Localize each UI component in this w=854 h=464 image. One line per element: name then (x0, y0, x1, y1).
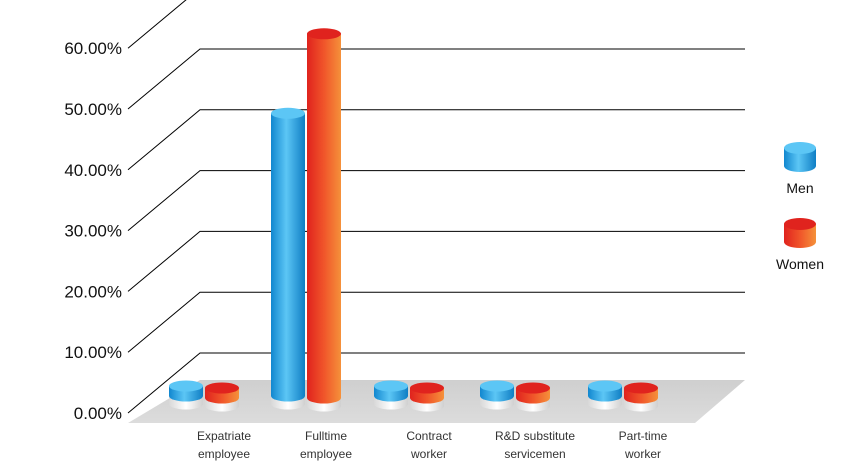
gridline (128, 110, 745, 170)
x-tick-label: Contract worker (406, 429, 452, 461)
x-tick-label: Expatriate employee (197, 429, 251, 461)
legend-item-men: Men (760, 140, 840, 198)
legend-label-women: Women (776, 256, 824, 272)
x-tick-label: R&D substitute servicemen (495, 429, 575, 461)
y-tick-label: 0.00% (74, 404, 122, 423)
y-tick-label: 50.00% (64, 100, 122, 119)
bar-women-top (410, 383, 444, 394)
x-tick-label: Fulltime employee (300, 429, 352, 461)
x-tick-label: Part-time worker (619, 429, 668, 461)
legend-swatch-women (782, 216, 818, 250)
bar-men-top (588, 381, 622, 392)
bar-men-top (374, 381, 408, 392)
gridline (128, 171, 745, 231)
y-tick-label: 40.00% (64, 161, 122, 180)
bar-women-top (307, 28, 341, 39)
gridline (128, 292, 745, 352)
gridline (128, 49, 745, 109)
bar-women (307, 34, 341, 404)
y-tick-label: 20.00% (64, 282, 122, 301)
bar-women-top (624, 383, 658, 394)
y-tick-label: 30.00% (64, 222, 122, 241)
bar-men-top (271, 108, 305, 119)
legend-label-men: Men (786, 180, 813, 196)
bar-men-top (169, 381, 203, 392)
y-tick-label: 10.00% (64, 343, 122, 362)
y-tick-label: 60.00% (64, 39, 122, 58)
bar-men (271, 113, 305, 401)
legend-item-women: Women (760, 216, 840, 274)
legend: Men Women (760, 140, 840, 292)
gridline (128, 0, 745, 48)
legend-swatch-men (782, 140, 818, 174)
bar-women-top (516, 383, 550, 394)
bar-men-top (480, 381, 514, 392)
bar-women-top (205, 383, 239, 394)
gridline (128, 231, 745, 291)
